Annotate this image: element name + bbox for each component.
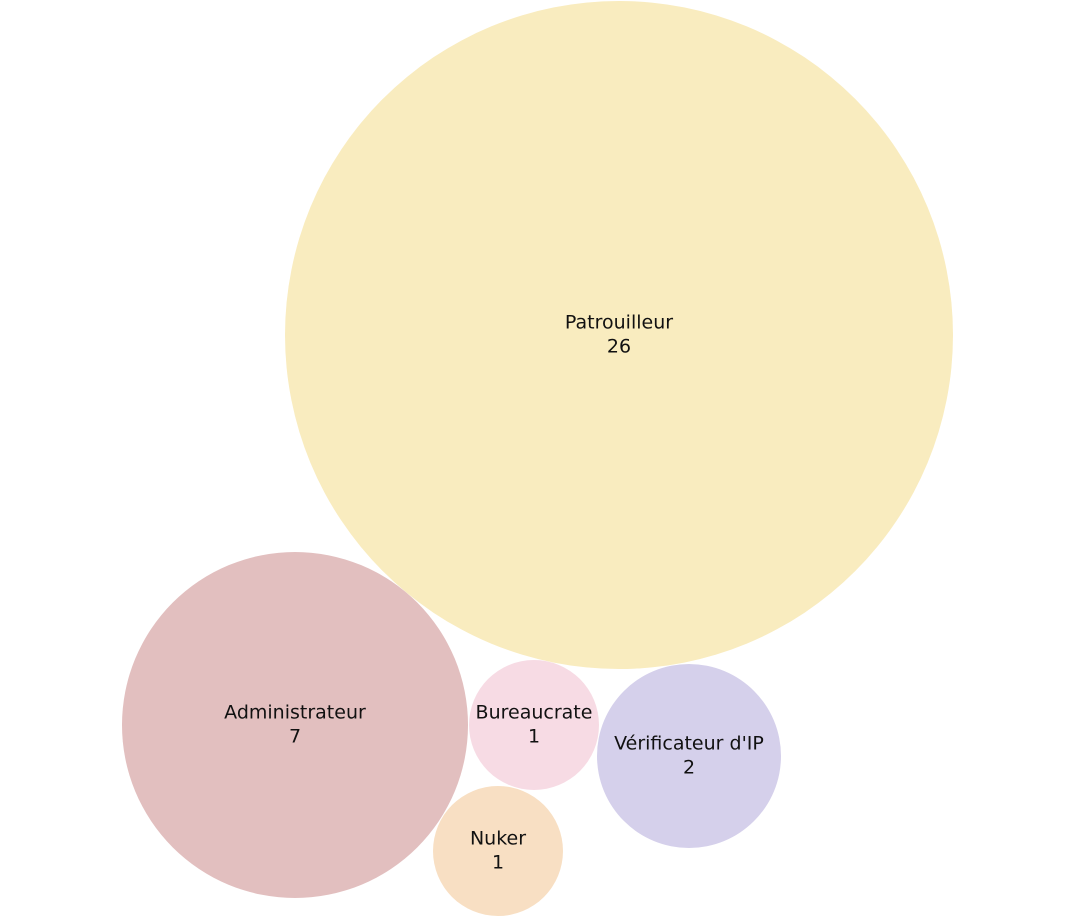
bubble-label-bureaucrate: Bureaucrate: [476, 702, 593, 724]
bubble-value-verificateur-d-ip: 2: [683, 757, 695, 779]
bubble-label-patrouilleur: Patrouilleur: [565, 312, 673, 334]
bubble-label-verificateur-d-ip: Vérificateur d'IP: [614, 733, 764, 755]
bubble-value-bureaucrate: 1: [528, 726, 540, 748]
bubble-circle-administrateur: [122, 552, 468, 898]
bubble-value-nuker: 1: [492, 852, 504, 874]
bubble-value-administrateur: 7: [289, 726, 301, 748]
bubble-circle-bureaucrate: [469, 660, 599, 790]
bubble-label-nuker: Nuker: [470, 828, 526, 850]
bubble-circle-patrouilleur: [285, 1, 953, 669]
bubble-value-patrouilleur: 26: [607, 336, 631, 358]
bubble-circle-nuker: [433, 786, 563, 916]
bubble-circle-verificateur-d-ip: [597, 664, 781, 848]
bubbles-layer: Patrouilleur26Administrateur7Bureaucrate…: [122, 1, 953, 916]
bubble-label-administrateur: Administrateur: [224, 702, 366, 724]
bubble-verificateur-d-ip: Vérificateur d'IP2: [597, 664, 781, 848]
